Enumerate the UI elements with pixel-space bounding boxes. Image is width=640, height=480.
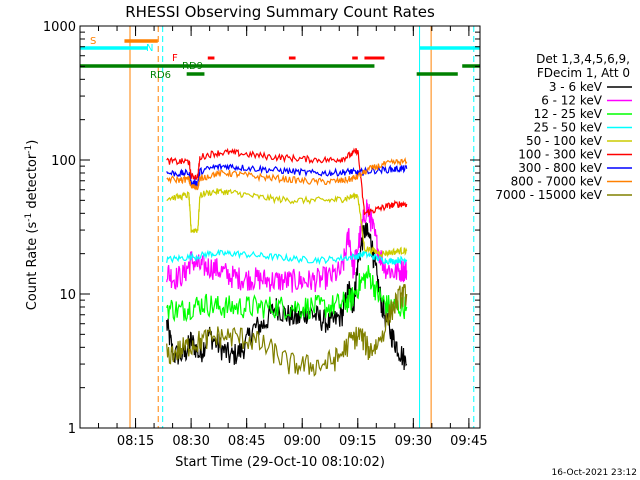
x-tick-label: 09:00	[283, 434, 320, 449]
flag-label-saa: S	[90, 36, 96, 47]
footer-timestamp: 16-Oct-2021 23:12	[552, 468, 637, 478]
legend-header-line-1: Det 1,3,4,5,6,9,	[536, 52, 630, 66]
y-axis-label: Count Rate (s-1 detector-1)	[24, 140, 40, 311]
legend-label: 3 - 6 keV	[549, 80, 603, 94]
y-axis-label-part-2: detector	[25, 153, 40, 213]
series-line-25-50-kev	[166, 248, 408, 266]
y-axis-label-superscript-1: -1	[24, 213, 34, 222]
legend-label: 12 - 25 keV	[534, 107, 603, 121]
plot-frame	[79, 25, 481, 429]
series-line-50-100-kev	[166, 188, 408, 258]
y-tick-label: 10	[59, 288, 76, 303]
axes: 1 10 100 1000 08:15 08:30 08:45 09:00 09:15 09:30…	[43, 20, 488, 449]
legend-label: 7000 - 15000 keV	[495, 188, 602, 202]
legend-label: 6 - 12 keV	[541, 94, 603, 108]
series-line-7000-15000-kev	[166, 283, 408, 377]
x-axis-label: Start Time (29-Oct-10 08:10:02)	[175, 455, 385, 470]
x-tick-label: 09:15	[339, 434, 376, 449]
y-tick-label: 100	[51, 154, 76, 169]
series-line-100-300-kev	[166, 147, 408, 217]
x-tick-label: 08:15	[117, 434, 154, 449]
y-tick-label: 1	[68, 422, 76, 437]
flag-label-flare: F	[172, 53, 178, 64]
x-tick-label: 09:30	[395, 434, 432, 449]
y-tick-label: 1000	[43, 20, 76, 35]
chart-title: RHESSI Observing Summary Count Rates	[125, 3, 435, 21]
flag-label-rd2: RD9	[182, 61, 203, 72]
y-axis-label-part-3: )	[25, 140, 40, 145]
series-line-6-12-kev	[166, 199, 408, 293]
y-axis-label-superscript-2: -1	[24, 145, 34, 154]
legend-label: 300 - 800 keV	[518, 161, 602, 175]
y-axis-label-part-1: Count Rate (s	[25, 222, 40, 311]
legend-label: 50 - 100 keV	[526, 134, 603, 148]
series-line-300-800-kev	[166, 163, 408, 187]
legend-label: 800 - 7000 keV	[511, 175, 603, 189]
x-tick-label: 09:45	[450, 434, 487, 449]
legend-header-line-2: FDecim 1, Att 0	[537, 66, 630, 80]
legend-label: 100 - 300 keV	[518, 148, 602, 162]
legend-label: 25 - 50 keV	[534, 121, 603, 135]
flag-label-night: N	[146, 43, 153, 54]
legend: Det 1,3,4,5,6,9, FDecim 1, Att 0 3 - 6 k…	[495, 52, 632, 202]
flag-label-rd1: RD6	[150, 70, 171, 81]
series-line-800-7000-kev	[166, 156, 408, 191]
series-line-12-25-kev	[166, 265, 408, 323]
x-tick-label: 08:45	[228, 434, 265, 449]
x-tick-label: 08:30	[172, 434, 209, 449]
